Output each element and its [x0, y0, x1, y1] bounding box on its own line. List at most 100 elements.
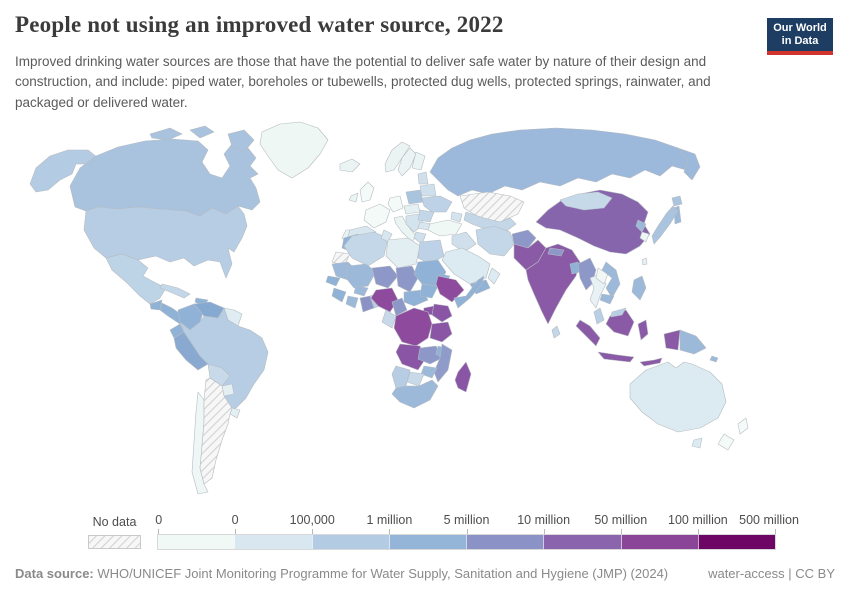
country-indonesia-sulawesi[interactable]: [637, 319, 649, 341]
country-senegal[interactable]: [325, 275, 341, 287]
country-malaysia-borneo[interactable]: [610, 307, 627, 318]
country-iceland[interactable]: [339, 158, 361, 173]
owid-logo[interactable]: Our World in Data: [767, 18, 833, 55]
country-kenya[interactable]: [431, 303, 453, 323]
country-sri-lanka[interactable]: [551, 325, 561, 339]
country-japan-hokkaido[interactable]: [671, 195, 683, 207]
legend-segment-0[interactable]: [158, 535, 235, 549]
country-norway[interactable]: [384, 141, 411, 173]
country-australia-tasmania[interactable]: [691, 437, 703, 449]
country-italy[interactable]: [393, 215, 417, 243]
country-iran[interactable]: [475, 225, 515, 257]
country-australia[interactable]: [629, 361, 727, 433]
country-algeria[interactable]: [343, 231, 389, 267]
country-south-korea[interactable]: [639, 231, 650, 243]
legend-segment-3[interactable]: [388, 535, 466, 549]
country-france[interactable]: [363, 203, 391, 229]
country-new-zealand-north[interactable]: [737, 417, 749, 435]
country-vietnam[interactable]: [601, 261, 621, 299]
country-germany[interactable]: [387, 195, 404, 213]
legend-segment-6[interactable]: [620, 535, 698, 549]
region-congo-gabon[interactable]: [381, 309, 397, 329]
country-united-kingdom[interactable]: [359, 181, 375, 203]
country-papua-new-guinea[interactable]: [679, 329, 707, 355]
country-canada[interactable]: [69, 138, 261, 217]
data-source-line[interactable]: Data source: WHO/UNICEF Joint Monitoring…: [15, 566, 668, 581]
country-south-africa[interactable]: [391, 379, 439, 409]
legend-segment-1[interactable]: [234, 535, 312, 549]
country-poland[interactable]: [405, 189, 424, 205]
country-cameroon[interactable]: [391, 297, 408, 317]
country-russia[interactable]: [429, 127, 691, 197]
country-belarus[interactable]: [419, 183, 437, 197]
country-niger[interactable]: [371, 265, 399, 289]
country-namibia[interactable]: [391, 365, 411, 389]
country-sweden[interactable]: [397, 147, 417, 177]
region-guinea-coast[interactable]: [331, 287, 347, 303]
country-madagascar[interactable]: [454, 361, 472, 393]
country-cambodia[interactable]: [599, 293, 615, 305]
country-ethiopia[interactable]: [435, 275, 465, 303]
country-cote-divoire[interactable]: [345, 295, 359, 309]
country-canada-baffin[interactable]: [227, 129, 255, 153]
country-argentina[interactable]: [199, 377, 233, 485]
country-japan[interactable]: [651, 205, 679, 245]
region-central-asia[interactable]: [463, 211, 517, 233]
country-mali[interactable]: [345, 263, 377, 289]
region-baltics[interactable]: [417, 171, 429, 185]
country-solomon-islands[interactable]: [709, 355, 719, 363]
country-taiwan[interactable]: [641, 257, 648, 266]
legend-segment-5[interactable]: [543, 535, 621, 549]
region-caucasus[interactable]: [450, 211, 463, 223]
country-libya[interactable]: [385, 237, 421, 269]
country-chad[interactable]: [395, 265, 419, 293]
country-malaysia[interactable]: [593, 307, 605, 325]
country-finland[interactable]: [411, 151, 426, 171]
country-south-sudan[interactable]: [419, 283, 439, 299]
country-kazakhstan[interactable]: [459, 191, 525, 223]
country-mozambique[interactable]: [433, 343, 453, 383]
legend-segment-2[interactable]: [311, 535, 389, 549]
country-greenland[interactable]: [259, 121, 329, 179]
country-united-states[interactable]: [83, 205, 248, 279]
data-source-text[interactable]: WHO/UNICEF Joint Monitoring Programme fo…: [97, 566, 669, 581]
legend-segment-7[interactable]: [697, 535, 775, 549]
country-saudi-arabia[interactable]: [441, 247, 491, 285]
country-romania[interactable]: [417, 209, 435, 223]
country-mexico[interactable]: [105, 253, 167, 305]
region-syria-iraq[interactable]: [451, 231, 477, 253]
country-canada-arctic[interactable]: [149, 127, 183, 141]
country-tanzania[interactable]: [429, 321, 453, 343]
country-indonesia-sumatra[interactable]: [575, 319, 601, 347]
country-dr-congo[interactable]: [393, 307, 433, 347]
country-angola[interactable]: [395, 343, 427, 371]
country-botswana[interactable]: [406, 371, 425, 387]
country-ukraine[interactable]: [421, 195, 453, 213]
country-nigeria[interactable]: [370, 287, 399, 313]
country-ireland[interactable]: [348, 192, 359, 203]
country-bolivia[interactable]: [207, 363, 231, 387]
country-brazil[interactable]: [179, 307, 269, 413]
country-cuba[interactable]: [159, 283, 191, 299]
country-canada-arctic[interactable]: [189, 125, 215, 139]
country-zambia[interactable]: [417, 345, 443, 365]
country-indonesia-java[interactable]: [597, 351, 635, 363]
country-turkey[interactable]: [427, 219, 463, 237]
legend-segment-4[interactable]: [466, 535, 544, 549]
country-somalia[interactable]: [453, 275, 485, 309]
country-afghanistan[interactable]: [511, 229, 537, 249]
legend-no-data-swatch[interactable]: [88, 535, 141, 549]
region-central-europe[interactable]: [403, 203, 421, 215]
country-new-zealand-south[interactable]: [717, 433, 735, 451]
country-burkina-faso[interactable]: [353, 285, 369, 297]
country-mongolia[interactable]: [559, 191, 613, 211]
country-indonesia-islands[interactable]: [639, 357, 663, 367]
country-indonesia-papua[interactable]: [663, 329, 681, 351]
license-note[interactable]: water-access | CC BY: [708, 566, 835, 581]
country-oman[interactable]: [487, 267, 501, 285]
country-india[interactable]: [525, 243, 581, 325]
country-russia-far-east[interactable]: [677, 147, 701, 181]
country-philippines[interactable]: [631, 275, 647, 301]
country-nepal[interactable]: [547, 247, 565, 257]
country-zimbabwe[interactable]: [420, 365, 438, 379]
